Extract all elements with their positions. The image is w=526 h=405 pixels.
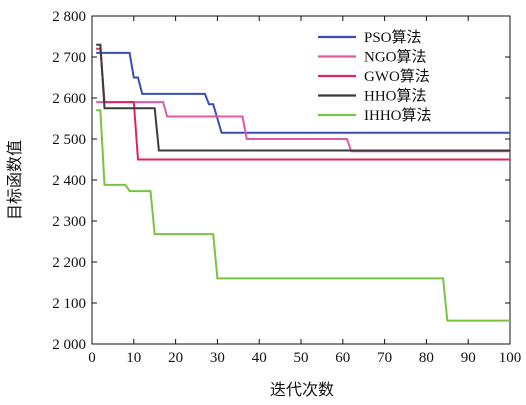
y-axis-title: 目标函数值 (5, 140, 24, 220)
x-tick-label: 90 (461, 350, 476, 366)
x-tick-label: 20 (168, 350, 183, 366)
legend-label: HHO算法 (364, 87, 427, 105)
x-tick-label: 0 (88, 350, 96, 366)
legend-label: PSO算法 (364, 28, 422, 46)
legend-label: GWO算法 (364, 67, 430, 85)
y-tick-label: 2 000 (52, 337, 86, 353)
series-line (96, 43, 510, 152)
x-axis-title: 迭代次数 (270, 380, 334, 399)
y-tick-label: 2 800 (52, 9, 86, 25)
x-tick-label: 80 (419, 350, 434, 366)
series-lines (96, 43, 510, 322)
y-tick-label: 2 300 (52, 214, 86, 230)
legend-label: IHHO算法 (364, 106, 432, 124)
x-tick-label: 30 (210, 350, 225, 366)
y-tick-label: 2 700 (52, 50, 86, 66)
y-tick-label: 2 500 (52, 132, 86, 148)
x-tick-label: 70 (377, 350, 392, 366)
y-tick-label: 2 200 (52, 255, 86, 271)
axes: 0 10 20 30 40 50 60 70 80 90 100 2 000 2 100 2 200 2 3… (52, 9, 521, 366)
series-line (96, 51, 510, 134)
x-tick-label: 100 (499, 350, 522, 366)
y-tick-label: 2 400 (52, 173, 86, 189)
plot-frame (91, 15, 511, 345)
x-tick-label: 50 (294, 350, 309, 366)
y-tick-label: 2 600 (52, 91, 86, 107)
y-tick-label: 2 100 (52, 296, 86, 312)
x-tick-label: 10 (126, 350, 141, 366)
x-tick-label: 40 (252, 350, 267, 366)
x-tick-label: 60 (335, 350, 350, 366)
legend-label: NGO算法 (364, 48, 427, 66)
series-line (96, 109, 510, 322)
